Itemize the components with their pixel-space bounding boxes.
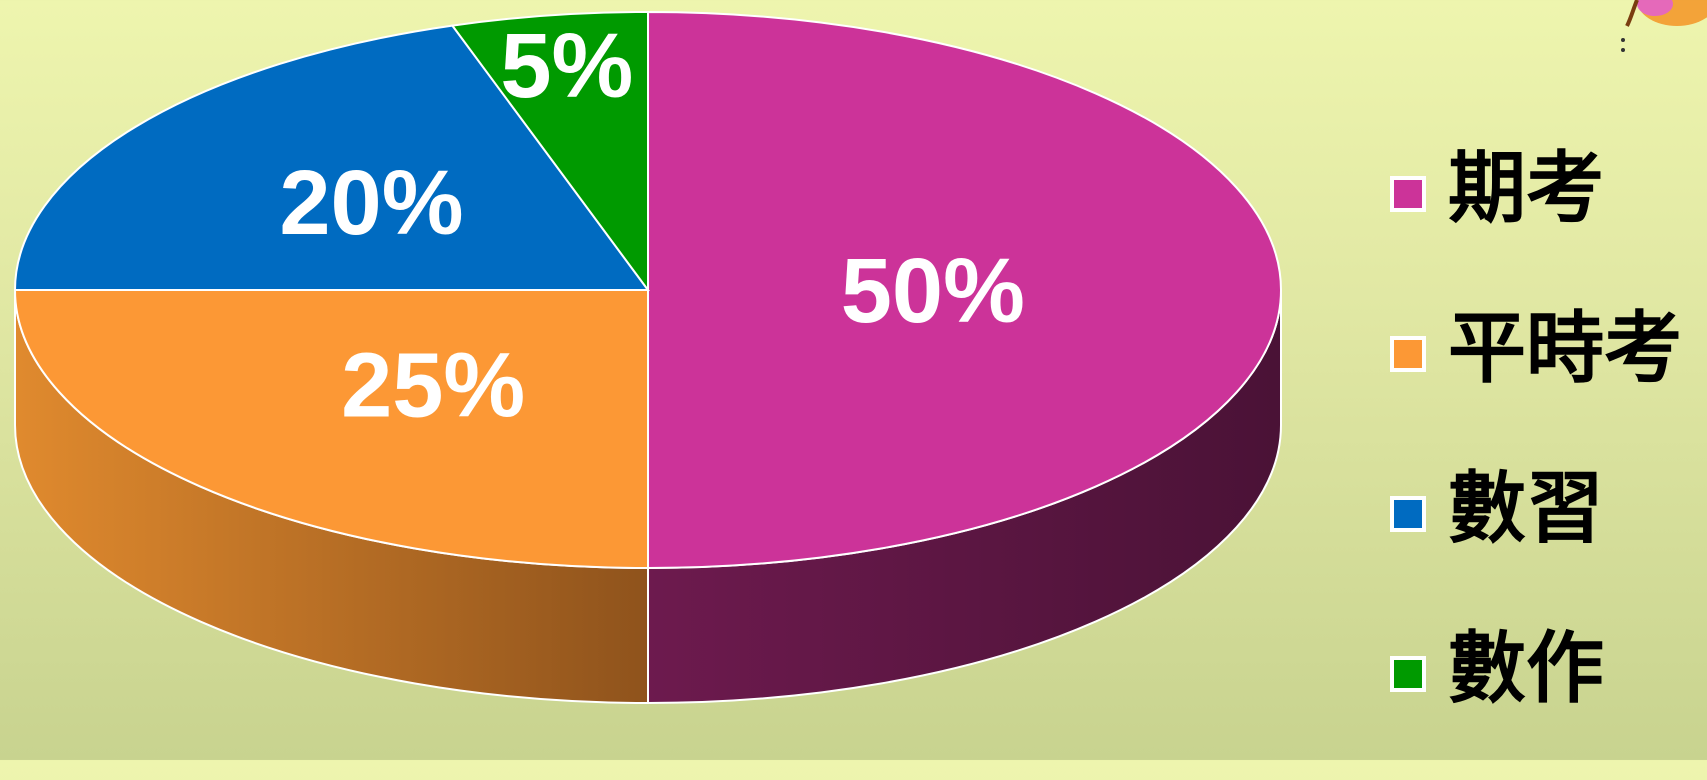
slice-value-label: 20%: [279, 152, 463, 254]
legend-label: 數作: [1448, 623, 1605, 714]
pie-labels: 50% 25% 20% 5%: [279, 15, 1025, 437]
pie-chart: 50% 25% 20% 5%: [13, 10, 1282, 705]
pie-slice-1: [13, 289, 649, 570]
legend-label: 平時考: [1448, 303, 1683, 394]
slice-value-label: 25%: [341, 334, 525, 436]
legend-label: 數習: [1448, 463, 1605, 554]
legend: 期考 平時考 數習 數作: [1390, 140, 1700, 780]
legend-swatch: [1390, 176, 1426, 212]
legend-item-practice: 數習: [1390, 460, 1700, 620]
legend-swatch: [1390, 336, 1426, 372]
flower-decoration-icon: [1621, 0, 1707, 52]
legend-item-quiz: 平時考: [1390, 300, 1700, 460]
legend-item-exam: 期考: [1390, 140, 1700, 300]
pie-slice-2: [13, 24, 650, 291]
legend-swatch: [1390, 496, 1426, 532]
pie-slice-0: [647, 10, 1282, 570]
legend-label: 期考: [1448, 143, 1605, 234]
slice-value-label: 5%: [500, 15, 633, 117]
legend-swatch: [1390, 656, 1426, 692]
slice-value-label: 50%: [841, 240, 1025, 342]
legend-item-homework: 數作: [1390, 620, 1700, 780]
pie-tops: [13, 10, 1282, 570]
pie-slice-3: [450, 10, 649, 294]
